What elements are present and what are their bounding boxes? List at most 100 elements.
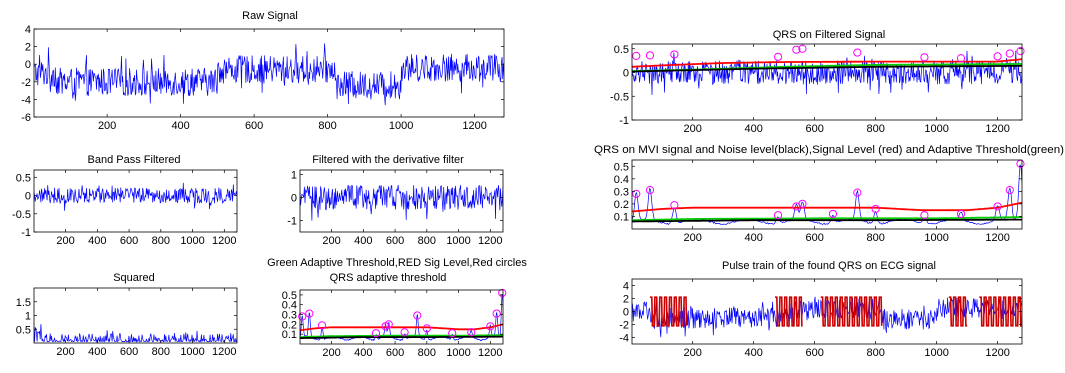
peak-marker [645, 51, 655, 60]
peak-marker [422, 324, 431, 333]
y-tick-label: 2 [623, 294, 629, 306]
y-tick-label: -2 [619, 320, 629, 332]
y-tick-label: 0 [291, 193, 297, 205]
y-tick-label: -0.5 [610, 91, 629, 103]
x-tick-label: 200 [684, 347, 702, 359]
pulse-burst-0 [649, 296, 688, 327]
axes-frame [299, 169, 504, 233]
derivative-title: Filtered with the derivative filter [312, 154, 464, 166]
peak-marker [317, 321, 327, 330]
y-tick-label: -4 [21, 94, 31, 106]
y-tick-label: -1 [619, 115, 629, 127]
y-tick-label: 0.4 [282, 300, 297, 312]
x-tick-label: 800 [866, 232, 884, 244]
y-tick-label: 0 [623, 307, 629, 319]
x-tick-label: 1200 [985, 347, 1009, 359]
peak-marker [413, 311, 422, 320]
x-tick-label: 1200 [985, 232, 1009, 244]
peak-marker [956, 209, 966, 219]
x-tick-label: 800 [418, 347, 436, 359]
x-tick-label: 1000 [924, 347, 948, 359]
y-tick-label: 0.2 [614, 199, 629, 211]
x-tick-label: 400 [88, 235, 106, 247]
peak-marker [1005, 186, 1014, 195]
peak-marker [670, 50, 679, 59]
x-tick-label: 1200 [478, 347, 502, 359]
x-tick-label: 600 [386, 347, 404, 359]
qrs-mvi-title: QRS on MVI signal and Noise level(black)… [594, 144, 1064, 156]
x-tick-label: 200 [684, 232, 702, 244]
x-tick-label: 1000 [924, 123, 948, 135]
pulse-train-title: Pulse train of the found QRS on ECG sign… [722, 260, 936, 272]
peak-marker [920, 211, 929, 220]
y-tick-label: 0.5 [16, 172, 31, 184]
series-qrs_mvi-0 [632, 164, 1022, 226]
x-tick-label: 400 [88, 346, 106, 358]
x-tick-label: 800 [866, 347, 884, 359]
band-pass-title: Band Pass Filtered [88, 154, 181, 166]
y-tick-label: -1 [21, 227, 31, 239]
peak-marker [993, 52, 1002, 61]
peak-marker [920, 53, 929, 62]
x-tick-label: 200 [684, 123, 702, 135]
peak-marker [1016, 47, 1025, 56]
x-tick-label: 1200 [985, 123, 1009, 135]
y-tick-label: 0.5 [16, 324, 31, 336]
axes-frame [33, 28, 505, 118]
x-tick-label: 800 [318, 120, 336, 132]
peak-marker [993, 202, 1002, 211]
qrs-filtered-title: QRS on Filtered Signal [773, 29, 886, 41]
y-tick-label: 0.5 [614, 44, 629, 56]
chart-band: 200 400 600 800 1000 1200 0.5 0 -0.5 -1 [12, 169, 238, 247]
x-tick-label: 400 [354, 347, 372, 359]
chart-squared: 200 400 600 800 1000 1200 1.5 10.5 [16, 287, 238, 358]
series-qrs_small-3 [300, 335, 503, 340]
peak-marker [773, 52, 783, 61]
peak-marker [853, 188, 862, 197]
series-raw-0 [34, 43, 504, 106]
y-tick-label: 4 [623, 281, 629, 293]
series-deriv-0 [300, 184, 503, 221]
squared-title: Squared [113, 272, 155, 284]
chart-qrs_filtered: 200 400 600 800 1000 1200 0.5 0 -0.5 -1 [610, 43, 1025, 135]
y-tick-label: 2 [25, 42, 31, 54]
chart-raw: 200 400 600 800 1000 1200 4 2 0 -2 -4 -6 [21, 24, 505, 132]
y-tick-label: -4 [619, 333, 629, 345]
peak-marker [956, 54, 966, 63]
series-band-0 [34, 182, 237, 211]
peak-marker [298, 312, 307, 321]
peak-marker [632, 51, 641, 60]
peak-marker [486, 322, 495, 331]
x-tick-label: 400 [744, 347, 762, 359]
pulse-burst-4 [979, 296, 1022, 327]
y-tick-label: 1 [25, 311, 31, 323]
y-tick-label: 0.1 [614, 211, 629, 223]
series-qrs_mvi-2 [632, 216, 1022, 222]
y-tick-label: 0 [25, 59, 31, 71]
peak-marker [828, 209, 838, 219]
x-tick-label: 200 [56, 346, 74, 358]
y-tick-label: 0 [623, 68, 629, 80]
x-tick-label: 1200 [462, 120, 486, 132]
x-tick-label: 1000 [180, 346, 204, 358]
x-tick-label: 800 [418, 235, 436, 247]
peak-marker [871, 204, 880, 214]
y-tick-label: 1.5 [16, 297, 31, 309]
pulse-burst-2 [820, 296, 883, 327]
chart-deriv: 200 400 600 800 1000 1200 1 0 -1 [287, 169, 504, 247]
x-tick-label: 600 [805, 232, 823, 244]
y-tick-label: -1 [287, 216, 297, 228]
x-tick-label: 400 [171, 120, 189, 132]
series-qrs_filtered-1 [632, 58, 1022, 68]
peak-marker [798, 44, 807, 53]
peak-marker [798, 199, 807, 209]
qrs-small-top-title: Green Adaptive Threshold,RED Sig Level,R… [267, 257, 527, 269]
pulse-burst-3 [948, 296, 968, 327]
x-tick-label: 200 [56, 235, 74, 247]
axes-frame [631, 43, 1023, 121]
peak-marker [1005, 49, 1014, 58]
series-qrs_small-1 [300, 323, 503, 332]
y-tick-label: -2 [21, 77, 31, 89]
y-tick-label: 0.2 [282, 319, 297, 331]
peak-marker [371, 329, 381, 338]
